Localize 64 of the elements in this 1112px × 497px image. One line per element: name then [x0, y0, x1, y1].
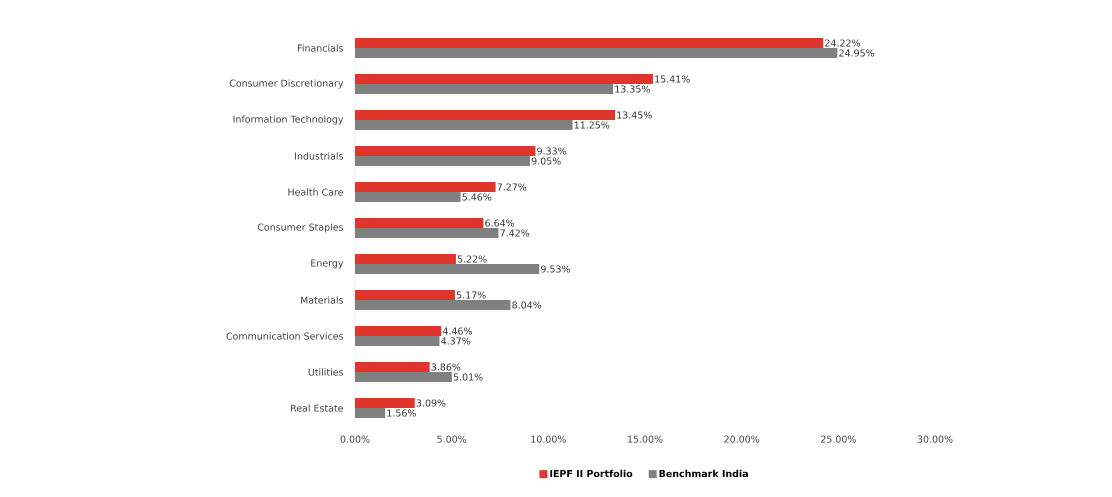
bar — [355, 398, 415, 408]
data-label: 13.45% — [617, 111, 652, 119]
y-tick-label: Materials — [301, 296, 344, 304]
data-label: 11.25% — [574, 121, 610, 129]
data-label: 13.35% — [615, 85, 650, 93]
bar — [355, 120, 573, 130]
data-label: 24.95% — [839, 49, 875, 57]
bar — [355, 408, 386, 418]
data-label: 3.09% — [416, 399, 446, 407]
x-tick-label: 20.00% — [724, 435, 760, 443]
data-label: 9.33% — [537, 147, 567, 155]
data-label: 8.04% — [512, 301, 542, 309]
data-label: 7.42% — [500, 229, 530, 237]
bar — [355, 192, 461, 202]
y-tick-label: Communication Services — [226, 332, 344, 340]
data-label: 6.64% — [485, 219, 515, 227]
data-label: 24.22% — [825, 39, 861, 47]
data-label: 9.53% — [541, 265, 570, 273]
y-tick-label: Real Estate — [291, 404, 343, 412]
bar — [355, 74, 653, 84]
data-label: 5.22% — [457, 255, 487, 263]
bar — [355, 218, 484, 228]
bar — [355, 156, 530, 166]
bar — [355, 326, 442, 336]
bar — [355, 110, 616, 120]
data-label: 5.01% — [453, 373, 483, 381]
y-tick-label: Consumer Staples — [257, 223, 344, 233]
bar — [355, 336, 440, 346]
y-tick-label: Health Care — [288, 188, 343, 196]
bar — [355, 84, 614, 94]
bar — [355, 38, 824, 48]
bar — [355, 300, 511, 310]
y-tick-label: Utilities — [308, 368, 344, 376]
x-tick-label: 15.00% — [628, 435, 663, 443]
data-label: 5.46% — [462, 193, 492, 201]
data-label: 5.17% — [456, 291, 486, 299]
bar — [355, 182, 496, 192]
legend-label: IEPF II Portfolio — [550, 469, 633, 478]
y-tick-label: Financials — [298, 44, 344, 52]
bar — [355, 290, 455, 300]
data-label: 7.27% — [497, 183, 527, 191]
x-tick-label: 30.00% — [917, 435, 953, 443]
bar — [355, 48, 838, 58]
x-tick-label: 10.00% — [531, 435, 566, 443]
data-label: 9.05% — [531, 157, 561, 165]
x-tick-label: 5.00% — [437, 435, 467, 443]
y-tick-label: Energy — [311, 259, 344, 269]
y-tick-label: Industrials — [295, 152, 344, 160]
data-label: 4.37% — [441, 337, 471, 345]
bar — [355, 228, 499, 238]
data-label: 3.86% — [431, 363, 461, 371]
bar — [355, 362, 430, 372]
bar — [355, 146, 536, 156]
data-label: 1.56% — [387, 409, 416, 417]
bar — [355, 264, 540, 274]
y-tick-label: Information Technology — [233, 115, 344, 125]
x-tick-label: 0.00% — [340, 435, 370, 443]
legend-label: Benchmark India — [659, 469, 748, 478]
bar — [355, 254, 456, 264]
x-tick-label: 25.00% — [820, 435, 856, 443]
data-label: 15.41% — [655, 75, 690, 83]
data-label: 4.46% — [442, 327, 472, 335]
bar — [355, 372, 452, 382]
y-tick-label: Consumer Discretionary — [229, 79, 344, 89]
